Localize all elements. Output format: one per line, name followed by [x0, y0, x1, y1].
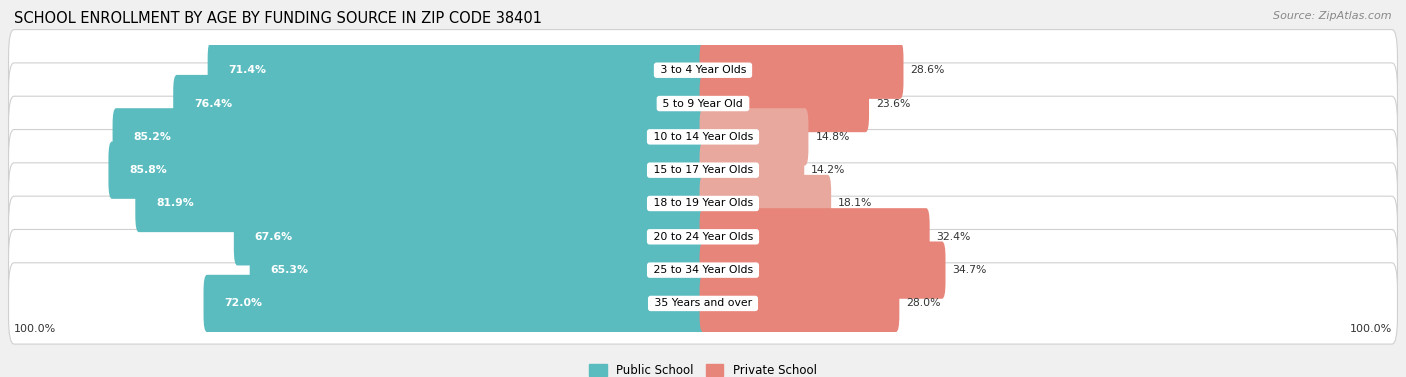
Text: 18 to 19 Year Olds: 18 to 19 Year Olds [650, 199, 756, 208]
FancyBboxPatch shape [700, 41, 904, 99]
Text: 32.4%: 32.4% [936, 232, 972, 242]
FancyBboxPatch shape [173, 75, 706, 132]
FancyBboxPatch shape [208, 41, 706, 99]
FancyBboxPatch shape [250, 242, 706, 299]
Text: 100.0%: 100.0% [1350, 325, 1392, 334]
Text: 71.4%: 71.4% [228, 65, 266, 75]
FancyBboxPatch shape [8, 230, 1398, 311]
Text: 34.7%: 34.7% [952, 265, 987, 275]
FancyBboxPatch shape [700, 141, 804, 199]
FancyBboxPatch shape [8, 63, 1398, 144]
FancyBboxPatch shape [108, 141, 706, 199]
FancyBboxPatch shape [700, 242, 945, 299]
Text: 100.0%: 100.0% [14, 325, 56, 334]
Text: 15 to 17 Year Olds: 15 to 17 Year Olds [650, 165, 756, 175]
FancyBboxPatch shape [700, 75, 869, 132]
Text: 25 to 34 Year Olds: 25 to 34 Year Olds [650, 265, 756, 275]
Text: 65.3%: 65.3% [270, 265, 308, 275]
FancyBboxPatch shape [8, 130, 1398, 211]
FancyBboxPatch shape [8, 263, 1398, 344]
Text: 28.0%: 28.0% [907, 299, 941, 308]
FancyBboxPatch shape [233, 208, 706, 265]
Text: 20 to 24 Year Olds: 20 to 24 Year Olds [650, 232, 756, 242]
Text: 67.6%: 67.6% [254, 232, 292, 242]
FancyBboxPatch shape [700, 208, 929, 265]
FancyBboxPatch shape [8, 196, 1398, 277]
Text: 14.2%: 14.2% [811, 165, 845, 175]
Text: 23.6%: 23.6% [876, 98, 910, 109]
Text: 76.4%: 76.4% [194, 98, 232, 109]
Text: 10 to 14 Year Olds: 10 to 14 Year Olds [650, 132, 756, 142]
FancyBboxPatch shape [8, 29, 1398, 111]
Legend: Public School, Private School: Public School, Private School [589, 365, 817, 377]
FancyBboxPatch shape [700, 175, 831, 232]
FancyBboxPatch shape [700, 108, 808, 166]
Text: 18.1%: 18.1% [838, 199, 872, 208]
FancyBboxPatch shape [8, 96, 1398, 178]
FancyBboxPatch shape [700, 275, 900, 332]
Text: 85.8%: 85.8% [129, 165, 167, 175]
Text: 5 to 9 Year Old: 5 to 9 Year Old [659, 98, 747, 109]
Text: Source: ZipAtlas.com: Source: ZipAtlas.com [1274, 11, 1392, 21]
Text: SCHOOL ENROLLMENT BY AGE BY FUNDING SOURCE IN ZIP CODE 38401: SCHOOL ENROLLMENT BY AGE BY FUNDING SOUR… [14, 11, 543, 26]
Text: 3 to 4 Year Olds: 3 to 4 Year Olds [657, 65, 749, 75]
FancyBboxPatch shape [112, 108, 706, 166]
Text: 72.0%: 72.0% [224, 299, 262, 308]
Text: 35 Years and over: 35 Years and over [651, 299, 755, 308]
Text: 85.2%: 85.2% [134, 132, 172, 142]
FancyBboxPatch shape [135, 175, 706, 232]
Text: 28.6%: 28.6% [910, 65, 945, 75]
Text: 81.9%: 81.9% [156, 199, 194, 208]
FancyBboxPatch shape [8, 163, 1398, 244]
FancyBboxPatch shape [204, 275, 706, 332]
Text: 14.8%: 14.8% [815, 132, 849, 142]
